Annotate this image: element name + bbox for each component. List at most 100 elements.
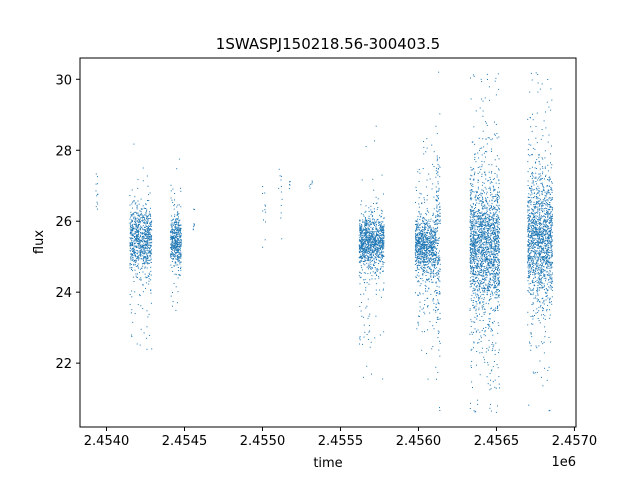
data-point xyxy=(149,235,151,237)
data-point xyxy=(474,212,476,213)
data-point xyxy=(497,249,499,251)
data-point xyxy=(145,252,147,254)
data-point xyxy=(484,204,486,206)
data-point xyxy=(173,223,175,225)
data-point xyxy=(280,191,282,193)
data-point xyxy=(472,265,473,267)
data-point xyxy=(482,221,484,223)
data-point xyxy=(435,239,436,241)
data-point xyxy=(433,222,435,223)
data-point xyxy=(425,236,426,238)
data-point xyxy=(418,324,420,326)
data-point xyxy=(359,245,361,246)
data-point xyxy=(366,220,368,222)
data-point xyxy=(428,240,430,242)
data-point xyxy=(487,268,489,270)
data-point xyxy=(470,252,472,254)
data-point xyxy=(430,275,432,277)
data-point xyxy=(483,249,485,251)
data-point xyxy=(483,250,485,251)
data-point xyxy=(496,231,498,233)
data-point xyxy=(474,253,476,254)
data-point xyxy=(376,229,378,231)
data-point xyxy=(438,203,440,205)
data-point xyxy=(364,227,366,229)
data-point xyxy=(139,258,141,260)
data-point xyxy=(177,259,179,261)
data-point xyxy=(178,234,180,236)
data-point xyxy=(377,198,379,200)
data-point xyxy=(477,220,479,222)
data-point xyxy=(370,236,372,238)
data-point xyxy=(424,261,425,263)
data-point xyxy=(438,240,440,242)
data-point xyxy=(493,240,495,242)
data-point xyxy=(376,269,378,271)
data-point xyxy=(475,410,477,412)
data-point xyxy=(420,241,422,243)
data-point xyxy=(144,244,146,246)
data-point xyxy=(135,224,137,226)
data-point xyxy=(146,236,148,238)
data-point xyxy=(497,225,499,227)
data-point xyxy=(434,246,435,248)
data-point xyxy=(133,233,135,235)
data-point xyxy=(429,261,431,262)
data-point xyxy=(432,246,434,248)
data-point xyxy=(482,243,484,245)
data-point xyxy=(361,231,363,233)
data-point xyxy=(484,222,486,224)
data-point xyxy=(379,334,381,336)
data-point xyxy=(481,247,483,249)
data-point xyxy=(379,230,381,232)
data-point xyxy=(263,219,264,221)
data-point xyxy=(439,250,440,252)
data-point xyxy=(262,186,264,187)
data-point xyxy=(131,229,133,231)
data-point xyxy=(423,243,425,245)
data-point xyxy=(479,246,481,248)
data-point xyxy=(485,199,487,201)
data-point xyxy=(485,283,487,285)
data-point xyxy=(137,179,139,181)
data-point xyxy=(416,259,418,261)
data-point xyxy=(148,213,150,215)
data-point xyxy=(365,210,367,212)
data-point xyxy=(428,259,430,260)
data-point xyxy=(475,199,477,201)
data-point xyxy=(475,308,477,310)
data-point xyxy=(435,217,437,218)
data-point xyxy=(426,353,427,355)
data-point xyxy=(439,219,441,221)
data-point xyxy=(358,275,360,277)
data-point xyxy=(476,289,478,291)
data-point xyxy=(141,237,143,239)
data-point xyxy=(436,199,438,201)
data-point xyxy=(495,257,496,259)
data-point xyxy=(432,241,434,243)
data-point xyxy=(425,264,427,266)
data-point xyxy=(477,262,479,264)
data-point xyxy=(366,231,368,233)
data-point xyxy=(361,246,363,248)
data-point xyxy=(475,232,476,234)
data-point xyxy=(435,259,437,261)
data-point xyxy=(495,285,496,287)
data-point xyxy=(478,216,480,218)
data-point xyxy=(365,240,367,242)
data-point xyxy=(421,233,423,235)
data-point xyxy=(430,258,432,260)
data-point xyxy=(138,223,139,225)
data-point xyxy=(415,235,416,237)
data-point xyxy=(421,234,423,235)
data-point xyxy=(487,225,489,227)
data-point xyxy=(136,228,138,230)
data-point xyxy=(418,259,420,261)
data-point xyxy=(475,248,476,250)
data-point xyxy=(480,215,482,217)
data-point xyxy=(173,205,175,207)
data-point xyxy=(132,238,134,240)
data-point xyxy=(264,204,266,206)
data-point xyxy=(359,260,361,262)
data-point xyxy=(496,292,498,294)
